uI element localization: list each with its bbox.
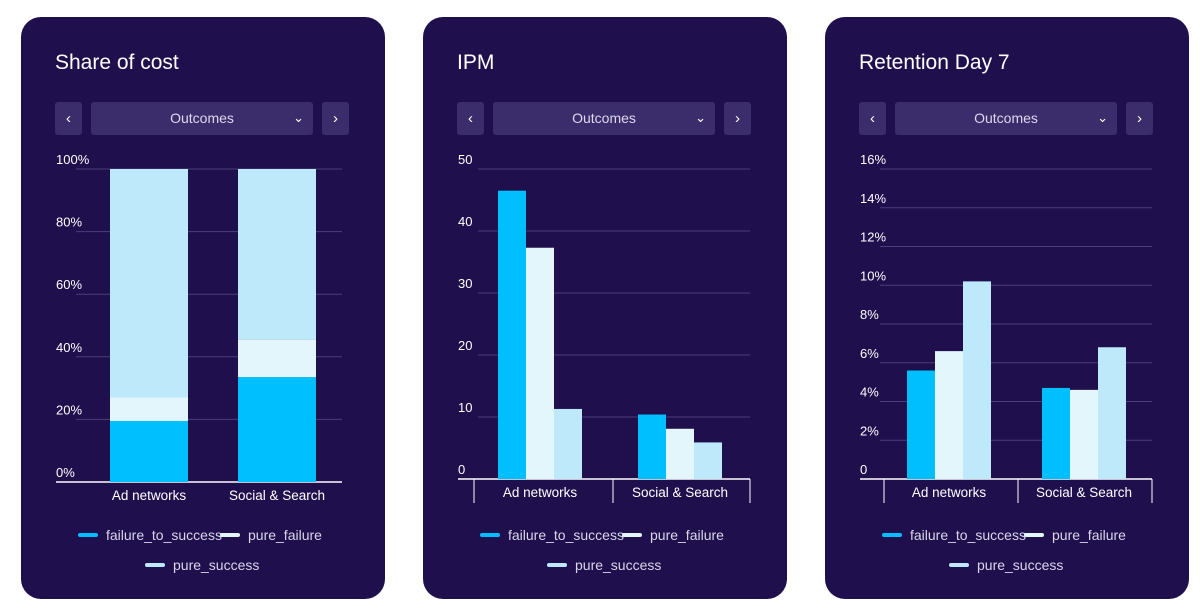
- next-button[interactable]: ›: [322, 102, 349, 135]
- x-category-label: Ad networks: [503, 485, 578, 500]
- chart-plot: 0% 20% 40% 60% 80% 100% Ad networks Social & Se…: [56, 152, 342, 503]
- bar-social-search-pure-failure[interactable]: [238, 339, 316, 378]
- y-tick-label: 6%: [860, 346, 879, 361]
- chart-plot: 0 2% 4% 6% 8% 10% 12% 14% 16% Ad networks Social &…: [860, 152, 1153, 503]
- card-title: Retention Day 7: [859, 51, 1010, 74]
- outcomes-dropdown[interactable]: Outcomes ⌄: [895, 102, 1117, 135]
- outcomes-dropdown[interactable]: Outcomes ⌄: [91, 102, 313, 135]
- next-button[interactable]: ›: [724, 102, 751, 135]
- bar-ad-networks-pure-success[interactable]: [963, 281, 991, 479]
- y-tick-label: 80%: [56, 215, 82, 230]
- bar-social-search-failure-to-success[interactable]: [638, 414, 666, 479]
- x-category-label: Social & Search: [1036, 485, 1132, 500]
- chevron-down-icon: ⌄: [293, 110, 304, 125]
- y-tick-label: 10: [458, 400, 472, 415]
- y-tick-label: 50: [458, 152, 472, 167]
- x-category-label: Social & Search: [229, 488, 325, 503]
- chevron-left-icon: ‹: [66, 110, 71, 127]
- chart-plot: 0 10 20 30 40 50 Ad networks Social & Search: [458, 152, 751, 503]
- dropdown-label: Outcomes: [572, 110, 636, 126]
- retention-day-7-card: Retention Day 7 ‹ Outcomes ⌄ › 0 2% 4% 6% 8%…: [825, 17, 1189, 599]
- bar-ad-networks-failure-to-success[interactable]: [110, 420, 188, 482]
- chevron-down-icon: ⌄: [695, 110, 706, 125]
- dropdown-label: Outcomes: [974, 110, 1038, 126]
- y-tick-label: 20%: [56, 402, 82, 417]
- bar-ad-networks-failure-to-success[interactable]: [907, 370, 935, 480]
- bar-ad-networks-failure-to-success[interactable]: [498, 190, 526, 479]
- card-title: Share of cost: [55, 51, 179, 74]
- y-tick-label: 14%: [860, 191, 886, 206]
- bar-ad-networks-pure-success[interactable]: [554, 408, 582, 479]
- x-category-label: Ad networks: [112, 488, 187, 503]
- y-tick-label: 100%: [56, 152, 90, 167]
- bar-ad-networks-pure-failure[interactable]: [110, 397, 188, 421]
- chevron-left-icon: ‹: [468, 110, 473, 127]
- bar-social-search-failure-to-success[interactable]: [238, 377, 316, 482]
- y-tick-label: 0%: [56, 465, 75, 480]
- dropdown-label: Outcomes: [170, 110, 234, 126]
- bar-social-search-pure-failure[interactable]: [1070, 389, 1098, 479]
- chevron-down-icon: ⌄: [1097, 110, 1108, 125]
- y-tick-label: 0: [860, 462, 867, 477]
- bar-social-search-failure-to-success[interactable]: [1042, 387, 1070, 479]
- y-tick-label: 10%: [860, 268, 886, 283]
- next-button[interactable]: ›: [1126, 102, 1153, 135]
- ipm-card: IPM ‹ Outcomes ⌄ › 0 10 20 30 40 50 Ad network…: [423, 17, 787, 599]
- x-category-label: Ad networks: [912, 485, 987, 500]
- prev-button[interactable]: ‹: [55, 102, 82, 135]
- y-tick-label: 40%: [56, 340, 82, 355]
- card-title: IPM: [457, 51, 495, 74]
- bar-social-search-pure-success[interactable]: [1098, 347, 1126, 479]
- share-of-cost-card: Share of cost ‹ Outcomes ⌄ › 0% 20% 40% 60%…: [21, 17, 385, 599]
- y-tick-label: 30: [458, 276, 472, 291]
- chevron-right-icon: ›: [735, 110, 740, 127]
- bar-ad-networks-pure-failure[interactable]: [526, 247, 554, 479]
- chevron-right-icon: ›: [333, 110, 338, 127]
- y-tick-label: 60%: [56, 277, 82, 292]
- bar-social-search-pure-success[interactable]: [238, 169, 316, 340]
- y-tick-label: 4%: [860, 385, 879, 400]
- prev-button[interactable]: ‹: [859, 102, 886, 135]
- outcomes-dropdown[interactable]: Outcomes ⌄: [493, 102, 715, 135]
- y-tick-label: 20: [458, 338, 472, 353]
- prev-button[interactable]: ‹: [457, 102, 484, 135]
- bar-ad-networks-pure-success[interactable]: [110, 169, 188, 398]
- y-tick-label: 2%: [860, 423, 879, 438]
- chevron-right-icon: ›: [1137, 110, 1142, 127]
- y-tick-label: 0: [458, 462, 465, 477]
- bar-social-search-pure-failure[interactable]: [666, 428, 694, 479]
- y-tick-label: 12%: [860, 230, 886, 245]
- y-tick-label: 16%: [860, 152, 886, 167]
- x-category-label: Social & Search: [632, 485, 728, 500]
- bar-social-search-pure-success[interactable]: [694, 442, 722, 479]
- y-tick-label: 40: [458, 214, 472, 229]
- chevron-left-icon: ‹: [870, 110, 875, 127]
- bar-ad-networks-pure-failure[interactable]: [935, 351, 963, 479]
- y-tick-label: 8%: [860, 307, 879, 322]
